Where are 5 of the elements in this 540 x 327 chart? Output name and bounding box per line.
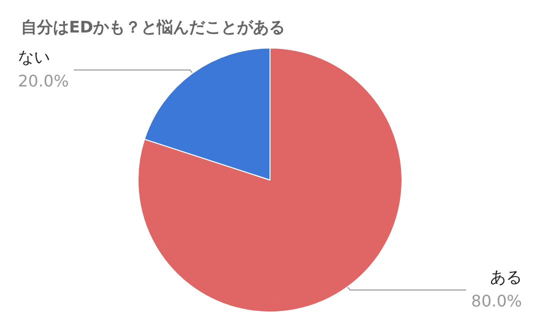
data-label: 20.0% bbox=[18, 71, 69, 90]
data-label: 80.0% bbox=[471, 292, 522, 311]
slice-label: ある bbox=[490, 268, 522, 287]
chart-title: 自分はEDかも？と悩んだことがある bbox=[21, 18, 286, 36]
slice-label: ない bbox=[18, 47, 50, 66]
